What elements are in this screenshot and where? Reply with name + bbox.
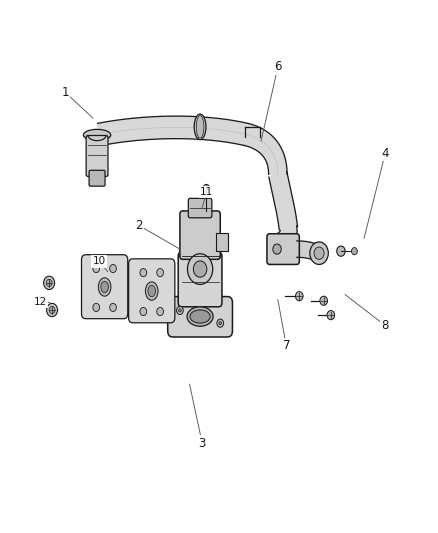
Circle shape [177, 306, 183, 314]
Polygon shape [297, 241, 318, 260]
Circle shape [93, 303, 99, 311]
Text: 7: 7 [283, 340, 290, 352]
Circle shape [49, 306, 55, 313]
Circle shape [193, 261, 207, 277]
FancyBboxPatch shape [180, 211, 220, 260]
Ellipse shape [196, 116, 204, 138]
Circle shape [46, 303, 57, 317]
Circle shape [187, 254, 213, 285]
FancyBboxPatch shape [81, 255, 128, 319]
Circle shape [337, 246, 345, 256]
Circle shape [203, 184, 210, 192]
Circle shape [296, 292, 303, 301]
Polygon shape [269, 172, 297, 230]
Polygon shape [276, 226, 297, 253]
Circle shape [219, 321, 222, 325]
Circle shape [327, 311, 335, 320]
Text: 1: 1 [62, 86, 69, 99]
Polygon shape [244, 124, 287, 174]
Ellipse shape [148, 286, 155, 297]
Ellipse shape [145, 282, 158, 300]
Text: 8: 8 [381, 319, 389, 332]
Circle shape [217, 319, 224, 327]
Text: 10: 10 [92, 256, 106, 266]
Circle shape [320, 296, 328, 305]
Text: 4: 4 [381, 148, 389, 160]
Circle shape [157, 308, 163, 316]
Circle shape [179, 309, 181, 312]
Ellipse shape [194, 114, 206, 140]
Circle shape [351, 247, 357, 255]
FancyBboxPatch shape [188, 198, 212, 218]
Text: 3: 3 [198, 437, 206, 449]
FancyBboxPatch shape [129, 259, 175, 323]
Text: 12: 12 [34, 297, 47, 308]
FancyBboxPatch shape [178, 252, 222, 307]
Ellipse shape [101, 281, 109, 293]
Text: 11: 11 [200, 187, 213, 197]
Polygon shape [98, 116, 248, 146]
Text: 6: 6 [274, 60, 282, 74]
Circle shape [44, 276, 55, 289]
FancyBboxPatch shape [86, 135, 108, 176]
Text: 2: 2 [135, 219, 143, 232]
Ellipse shape [98, 278, 111, 296]
FancyBboxPatch shape [89, 171, 105, 186]
Circle shape [157, 269, 163, 277]
Circle shape [140, 269, 147, 277]
Circle shape [310, 242, 328, 264]
Circle shape [93, 264, 99, 273]
Ellipse shape [190, 310, 210, 323]
Ellipse shape [83, 130, 111, 141]
Circle shape [46, 279, 52, 286]
FancyBboxPatch shape [216, 233, 228, 251]
FancyBboxPatch shape [168, 296, 233, 337]
Circle shape [110, 264, 117, 273]
Circle shape [140, 308, 147, 316]
Circle shape [314, 247, 324, 260]
Circle shape [110, 303, 117, 311]
Ellipse shape [273, 244, 281, 254]
FancyBboxPatch shape [267, 234, 299, 264]
Ellipse shape [187, 307, 213, 326]
